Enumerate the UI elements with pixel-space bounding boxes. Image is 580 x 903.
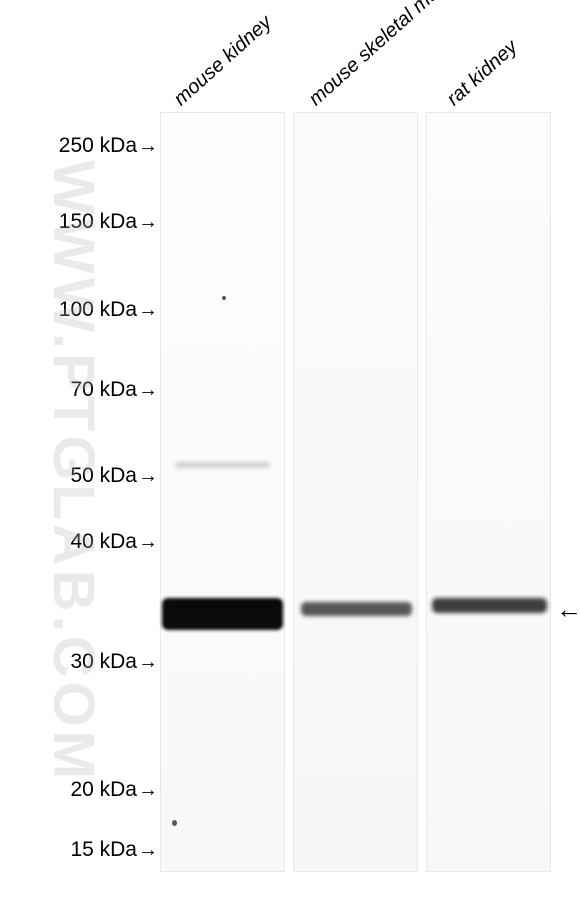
arrow-icon: → — [138, 211, 158, 233]
marker-15: 15 kDa→ — [70, 838, 158, 862]
lane-label-1: mouse kidney — [170, 11, 277, 111]
marker-label: 250 kDa — [59, 134, 137, 157]
marker-100: 100 kDa→ — [59, 298, 158, 322]
arrow-icon: → — [138, 651, 158, 673]
marker-30: 30 kDa→ — [70, 650, 158, 674]
arrow-icon: → — [138, 379, 158, 401]
marker-label: 50 kDa — [70, 464, 137, 487]
marker-250: 250 kDa→ — [59, 134, 158, 158]
lane-mouse-skeletal — [293, 112, 418, 872]
marker-20: 20 kDa→ — [70, 778, 158, 802]
arrow-icon: → — [138, 779, 158, 801]
marker-label: 100 kDa — [59, 298, 137, 321]
marker-label: 40 kDa — [70, 530, 137, 553]
lane-label-3: rat kidney — [443, 36, 523, 111]
target-band-arrow-icon: ← — [556, 594, 580, 625]
marker-150: 150 kDa→ — [59, 210, 158, 234]
band-mouse-skeletal-main — [301, 602, 412, 616]
arrow-icon: → — [138, 299, 158, 321]
speck-1 — [222, 296, 226, 300]
lane-mouse-kidney — [160, 112, 285, 872]
arrow-icon: → — [138, 531, 158, 553]
western-blot-figure: WWW.PTGLAB.COM mouse kidney mouse skelet… — [0, 0, 580, 903]
marker-label: 15 kDa — [70, 838, 137, 861]
band-mouse-kidney-main — [162, 598, 283, 630]
marker-40: 40 kDa→ — [70, 530, 158, 554]
marker-50: 50 kDa→ — [70, 464, 158, 488]
marker-label: 70 kDa — [70, 378, 137, 401]
marker-label: 30 kDa — [70, 650, 137, 673]
band-rat-kidney-main — [432, 598, 547, 613]
marker-70: 70 kDa→ — [70, 378, 158, 402]
marker-label: 150 kDa — [59, 210, 137, 233]
arrow-icon: → — [138, 465, 158, 487]
band-mouse-kidney-faint — [175, 462, 270, 468]
lane-rat-kidney — [426, 112, 551, 872]
arrow-icon: → — [138, 135, 158, 157]
marker-label: 20 kDa — [70, 778, 137, 801]
speck-2 — [172, 820, 177, 826]
arrow-icon: → — [138, 839, 158, 861]
